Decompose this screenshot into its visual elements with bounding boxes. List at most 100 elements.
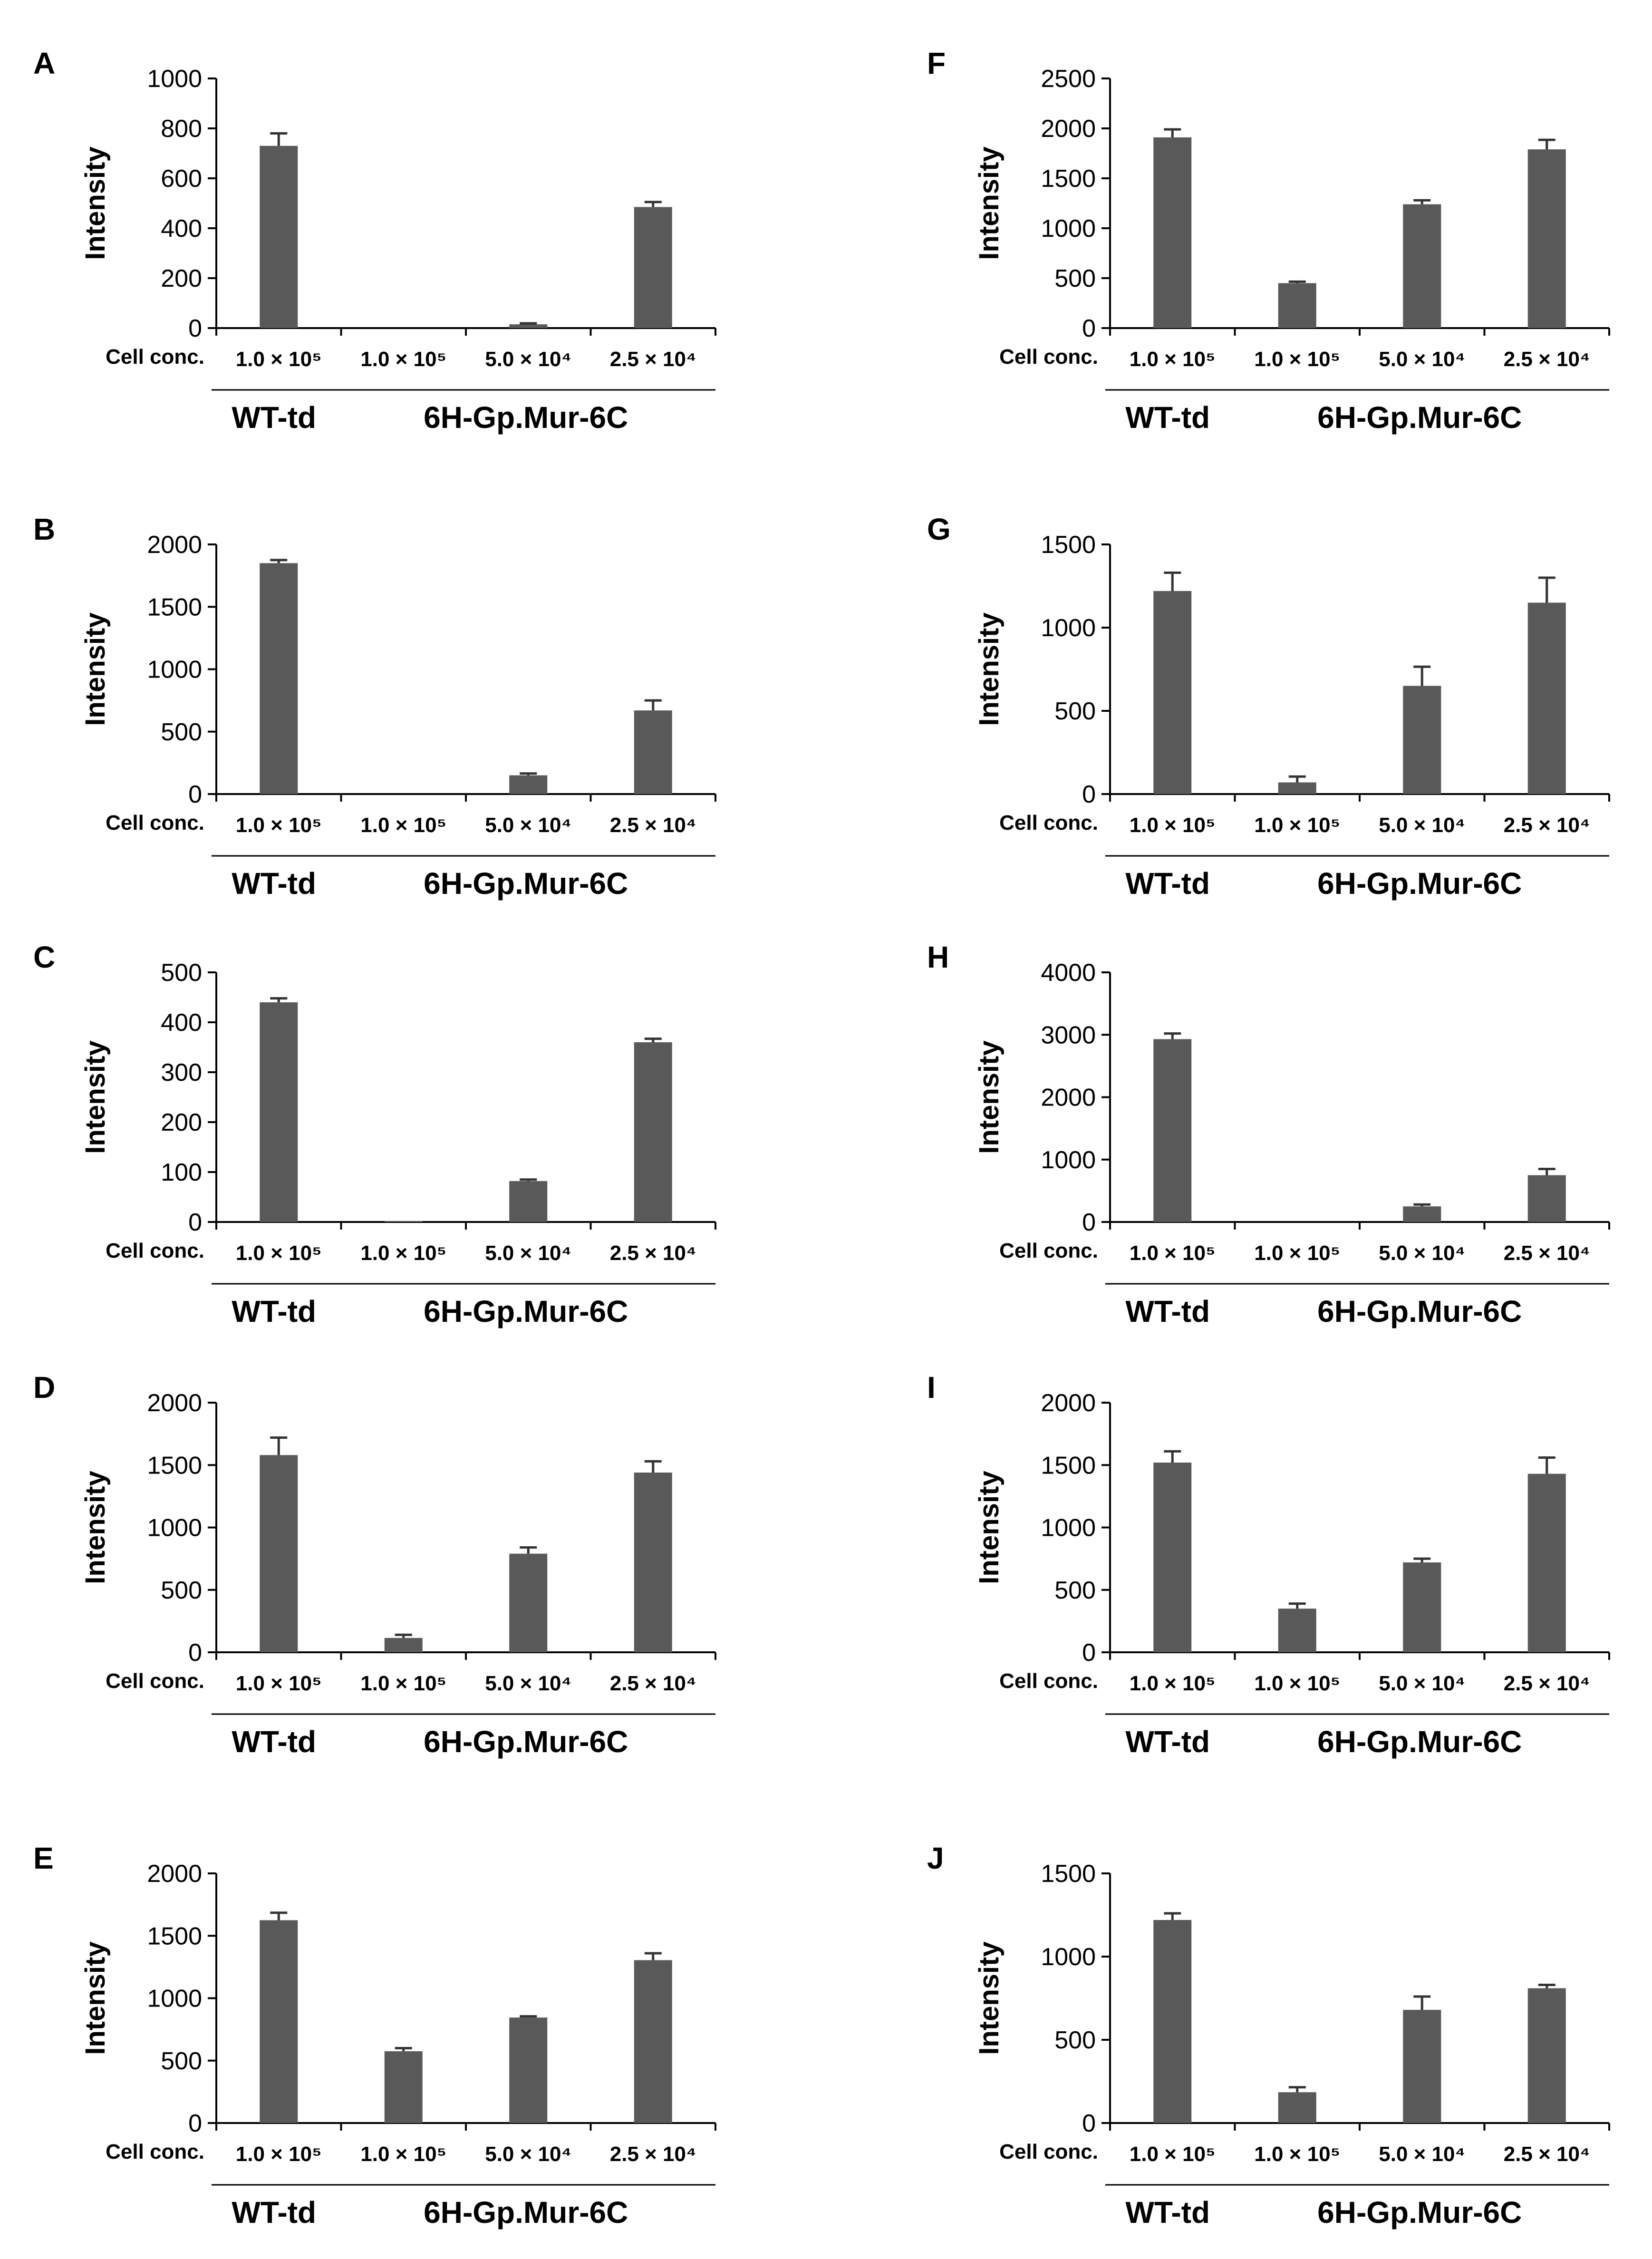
category-label: 2.5 × 10⁴ [610, 1241, 696, 1265]
bar [634, 1042, 672, 1222]
y-tick-label: 1000 [147, 1514, 202, 1542]
y-tick-label: 100 [161, 1159, 202, 1186]
y-tick-label: 500 [1054, 265, 1096, 292]
panel-letter: F [927, 46, 946, 80]
y-tick-label: 400 [161, 1009, 202, 1037]
cell-conc-label: Cell conc. [106, 811, 204, 834]
cell-conc-label: Cell conc. [106, 1669, 204, 1693]
cell-conc-label: Cell conc. [106, 1239, 204, 1262]
bar [260, 563, 298, 794]
panel-letter: A [33, 46, 55, 80]
group-label: WT-td [1125, 1725, 1210, 1759]
category-label: 5.0 × 10⁴ [1379, 2143, 1465, 2166]
cell-conc-label: Cell conc. [999, 1239, 1098, 1262]
bar [1527, 149, 1566, 328]
group-label: 6H-Gp.Mur-6C [424, 1725, 628, 1759]
chart-panel-h: H 0 1000 2000 3000 4000 Intensity Cell conc. 1.0… [927, 940, 1610, 1328]
chart-panel-a: A 0 200 400 600 800 1000 Intensity Cell conc. 1.0… [33, 46, 716, 435]
bar [1153, 591, 1192, 794]
category-label: 1.0 × 10⁵ [360, 814, 446, 837]
group-label: 6H-Gp.Mur-6C [424, 2195, 628, 2230]
category-label: 1.0 × 10⁵ [236, 814, 322, 837]
y-tick-label: 1500 [1041, 531, 1096, 559]
category-label: 1.0 × 10⁵ [360, 1672, 446, 1695]
bar [384, 1638, 423, 1652]
category-label: 2.5 × 10⁴ [1504, 1241, 1590, 1265]
bar [509, 2017, 548, 2123]
y-axis-title: Intensity [974, 1941, 1005, 2055]
y-tick-label: 2000 [147, 1389, 202, 1417]
bar [509, 1553, 548, 1652]
group-label: WT-td [1125, 1294, 1210, 1328]
bar [634, 1473, 672, 1652]
category-label: 1.0 × 10⁵ [236, 1672, 322, 1695]
category-label: 1.0 × 10⁵ [1130, 348, 1216, 371]
bar [384, 2051, 423, 2123]
bar [1278, 2092, 1316, 2123]
category-label: 5.0 × 10⁴ [485, 2143, 571, 2166]
y-axis-title: Intensity [974, 146, 1005, 260]
category-label: 5.0 × 10⁴ [1379, 348, 1465, 371]
y-tick-label: 3000 [1041, 1021, 1096, 1049]
group-label: 6H-Gp.Mur-6C [1317, 400, 1522, 435]
y-tick-label: 0 [1082, 2110, 1096, 2137]
y-tick-label: 2000 [1041, 1084, 1096, 1112]
category-label: 5.0 × 10⁴ [485, 1241, 571, 1265]
bar [634, 710, 672, 794]
y-tick-label: 1500 [147, 1452, 202, 1479]
category-label: 1.0 × 10⁵ [1130, 2143, 1216, 2166]
group-label: 6H-Gp.Mur-6C [1317, 866, 1522, 901]
group-label: 6H-Gp.Mur-6C [424, 400, 628, 435]
y-tick-label: 2500 [1041, 65, 1096, 93]
y-tick-label: 2000 [147, 531, 202, 559]
y-tick-label: 1000 [1041, 614, 1096, 642]
y-axis-title: Intensity [80, 1471, 111, 1584]
category-label: 2.5 × 10⁴ [1504, 2143, 1590, 2166]
y-tick-label: 800 [161, 115, 202, 143]
category-label: 2.5 × 10⁴ [610, 1672, 696, 1695]
y-tick-label: 4000 [1041, 959, 1096, 987]
category-label: 1.0 × 10⁵ [1254, 2143, 1340, 2166]
group-label: 6H-Gp.Mur-6C [424, 866, 628, 901]
y-tick-label: 1000 [1041, 1943, 1096, 1971]
bar [1403, 1206, 1441, 1222]
chart-panel-b: B 0 500 1000 1500 2000 Intensity Cell conc. 1.0 … [33, 512, 716, 901]
category-label: 1.0 × 10⁵ [360, 348, 446, 371]
y-tick-label: 1500 [1041, 1860, 1096, 1888]
bar [1278, 782, 1316, 794]
category-label: 5.0 × 10⁴ [1379, 814, 1465, 837]
y-tick-label: 0 [1082, 1209, 1096, 1236]
bar [634, 207, 672, 328]
chart-panel-g: G 0 500 1000 1500 Intensity Cell conc. 1.0 × 10… [927, 512, 1610, 901]
y-tick-label: 1000 [147, 656, 202, 684]
group-label: WT-td [1125, 866, 1210, 901]
category-label: 2.5 × 10⁴ [610, 2143, 696, 2166]
panel-letter: H [927, 940, 949, 974]
y-tick-label: 200 [161, 265, 202, 292]
bar [1403, 686, 1441, 794]
chart-panel-j: J 0 500 1000 1500 Intensity Cell conc. 1.0 × 10… [927, 1841, 1610, 2230]
bar [1403, 1562, 1441, 1652]
bar [1153, 137, 1192, 328]
category-label: 1.0 × 10⁵ [1130, 814, 1216, 837]
y-tick-label: 500 [161, 2047, 202, 2075]
bar [1403, 2010, 1441, 2123]
y-tick-label: 500 [1054, 698, 1096, 725]
y-tick-label: 0 [1082, 315, 1096, 342]
bar [1527, 1988, 1566, 2123]
chart-panel-e: E 0 500 1000 1500 2000 Intensity Cell conc. 1.0 … [33, 1841, 716, 2230]
category-label: 5.0 × 10⁴ [1379, 1672, 1465, 1695]
group-label: 6H-Gp.Mur-6C [1317, 2195, 1522, 2230]
y-tick-label: 1000 [147, 65, 202, 93]
category-label: 2.5 × 10⁴ [610, 348, 696, 371]
y-tick-label: 1000 [1041, 215, 1096, 242]
y-tick-label: 500 [1054, 1577, 1096, 1604]
cell-conc-label: Cell conc. [999, 2140, 1098, 2163]
panel-letter: I [927, 1370, 936, 1405]
chart-panel-f: F 0 500 1000 1500 2000 2500 Intensity Cell conc.… [927, 46, 1610, 435]
y-tick-label: 0 [188, 315, 202, 342]
chart-panel-d: D 0 500 1000 1500 2000 Intensity Cell conc. 1.0 … [33, 1370, 716, 1759]
y-axis-title: Intensity [974, 1471, 1005, 1584]
y-tick-label: 0 [1082, 781, 1096, 808]
y-tick-label: 500 [1054, 2026, 1096, 2054]
